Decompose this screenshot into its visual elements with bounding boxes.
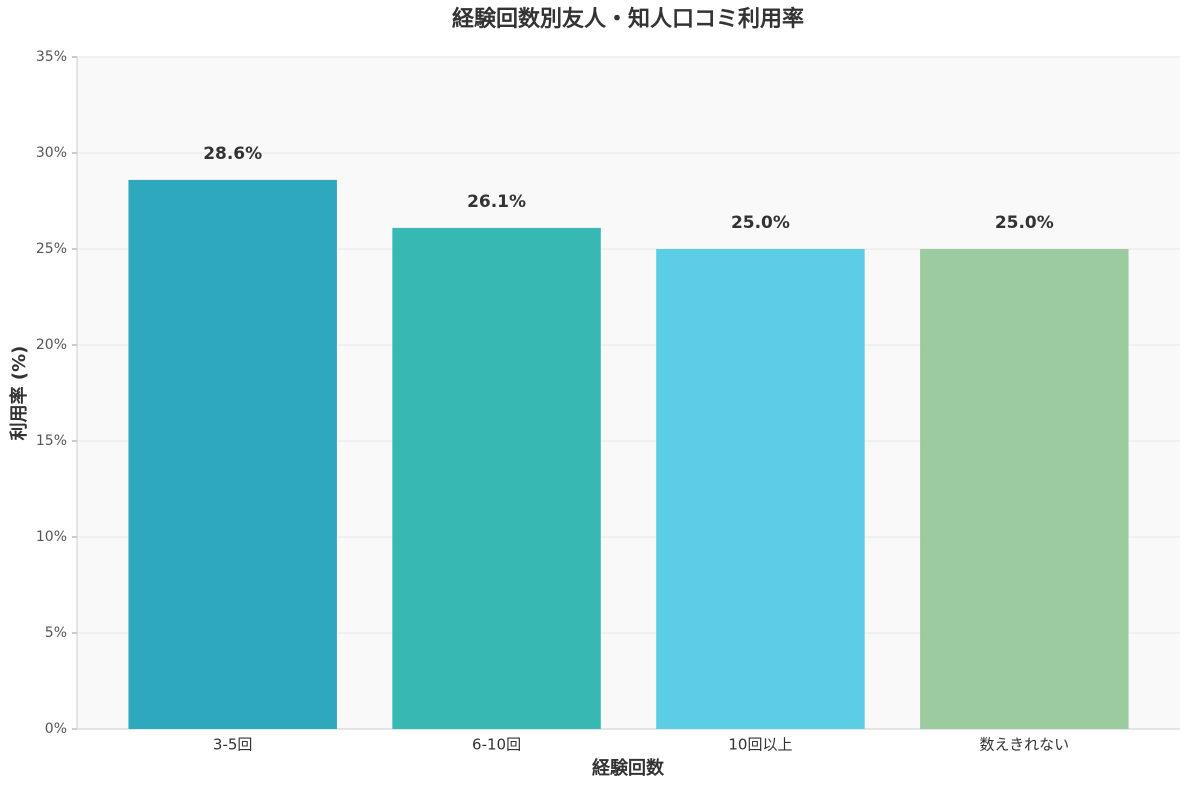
x-tick-label: 3-5回: [213, 736, 253, 754]
x-tick-label: 数えきれない: [980, 736, 1070, 754]
y-tick-label: 5%: [45, 625, 67, 641]
y-tick-label: 0%: [45, 721, 67, 737]
x-tick-label: 10回以上: [728, 736, 792, 754]
y-tick-label: 15%: [36, 433, 67, 449]
y-tick-label: 10%: [36, 529, 67, 545]
value-label: 25.0%: [995, 213, 1054, 233]
bar: [392, 227, 601, 729]
bar: [128, 179, 337, 729]
y-tick-label: 20%: [36, 337, 67, 353]
value-label: 28.6%: [203, 144, 262, 164]
y-axis-label: 利用率 (%): [8, 346, 30, 441]
chart-title: 経験回数別友人・知人口コミ利用率: [452, 6, 804, 32]
x-tick-label: 6-10回: [472, 736, 521, 754]
y-tick-label: 35%: [36, 49, 67, 65]
value-label: 26.1%: [467, 192, 526, 212]
bar: [920, 249, 1129, 729]
value-label: 25.0%: [731, 213, 790, 233]
y-tick-label: 30%: [36, 145, 67, 161]
bar: [656, 249, 865, 729]
y-tick-label: 25%: [36, 241, 67, 257]
x-axis-label: 経験回数: [592, 757, 665, 779]
